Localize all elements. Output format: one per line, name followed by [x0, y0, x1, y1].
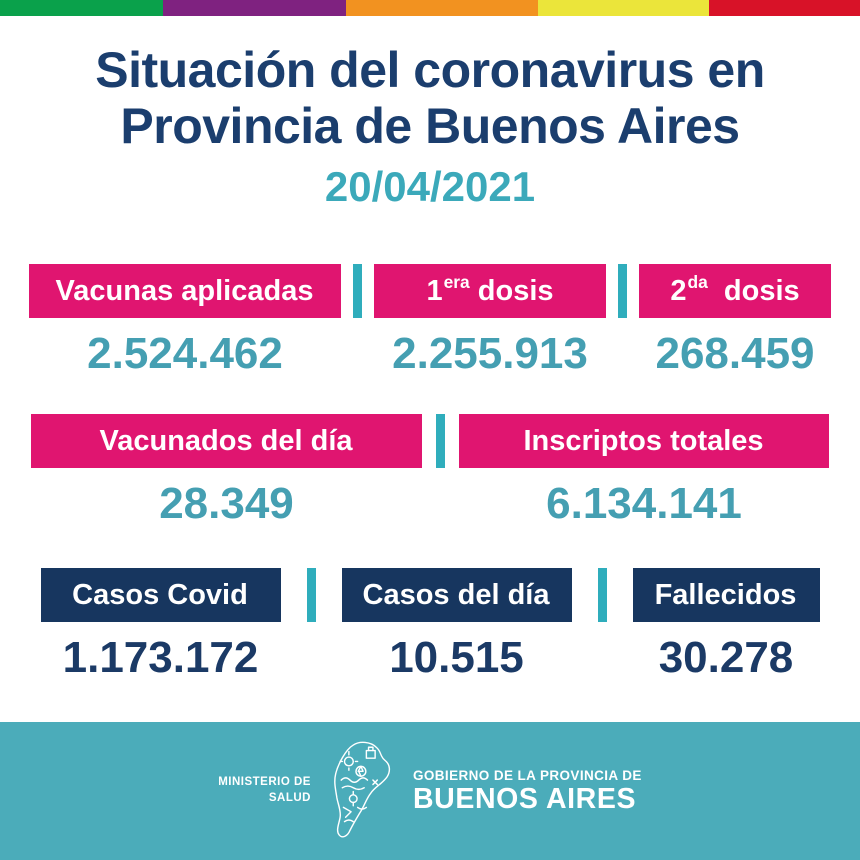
stat-badge-primera-dosis: 1 era dosis — [374, 264, 606, 318]
badge-label: Vacunas aplicadas — [55, 274, 314, 307]
report-date: 20/04/2021 — [324, 163, 536, 210]
stat-value-inscriptos-totales: 6.134.141 — [546, 479, 742, 528]
stat-badge-vacunados-del-dia: Vacunados del día — [31, 414, 422, 468]
stat-row-vaccinated-enrolled: Vacunados del día 28.349 Inscriptos tota… — [0, 414, 860, 526]
separator-bar — [436, 414, 445, 468]
stat-vacunas-aplicadas: Vacunas aplicadas 2.524.462 — [29, 264, 341, 376]
stat-badge-inscriptos-totales: Inscriptos totales — [459, 414, 829, 468]
stat-inscriptos-totales: Inscriptos totales 6.134.141 — [459, 414, 829, 526]
stat-badge-casos-covid: Casos Covid — [40, 568, 281, 622]
stat-value-primera-dosis: 2.255.913 — [392, 329, 588, 378]
stat-badge-casos-del-dia: Casos del día — [341, 568, 572, 622]
separator-bar — [306, 568, 316, 622]
separator-bar — [353, 264, 362, 318]
footer-banner: MINISTERIO DE SALUD GOBIERNO DE LA PROVI… — [0, 722, 860, 860]
stat-primera-dosis: 1 era dosis 2.255.913 — [374, 264, 606, 376]
ministry-line1: MINISTERIO DE — [218, 776, 311, 789]
badge-label-sup: da — [687, 271, 708, 292]
ministry-label: MINISTERIO DE SALUD — [218, 775, 311, 806]
stat-casos-covid: Casos Covid 1.173.172 — [40, 568, 281, 682]
badge-label: 1 — [426, 274, 443, 307]
badge-label-rest: dosis — [707, 274, 800, 307]
stat-badge-fallecidos: Fallecidos — [632, 568, 820, 622]
page-title: Situación del coronavirus en Provincia d… — [0, 42, 860, 154]
stat-badge-segunda-dosis: 2 da dosis — [639, 264, 831, 318]
ministry-line2: SALUD — [268, 792, 311, 804]
badge-label: Casos Covid — [72, 578, 248, 611]
buenos-aires-province-logo-icon — [327, 738, 397, 844]
stripe-segment-green — [0, 0, 164, 16]
badge-label: Fallecidos — [654, 578, 797, 611]
badge-label-sup: era — [443, 271, 470, 292]
stat-casos-del-dia: Casos del día 10.515 — [341, 568, 572, 682]
stat-segunda-dosis: 2 da dosis 268.459 — [639, 264, 831, 376]
stripe-segment-orange — [345, 0, 539, 16]
stat-value-fallecidos: 30.278 — [658, 633, 794, 682]
stat-value-vacunados-del-dia: 28.349 — [159, 479, 294, 528]
stat-row-cases: Casos Covid 1.173.172 Casos del día 10.5… — [0, 568, 860, 680]
decorative-color-stripe — [0, 0, 860, 16]
badge-label: Vacunados del día — [99, 424, 353, 457]
stat-value-vacunas-aplicadas: 2.524.462 — [87, 329, 283, 378]
separator-bar — [618, 264, 627, 318]
separator-bar — [597, 568, 607, 622]
government-line2: BUENOS AIRES — [412, 783, 637, 815]
stat-value-casos-covid: 1.173.172 — [62, 633, 259, 682]
stripe-segment-purple — [163, 0, 346, 16]
stat-value-casos-del-dia: 10.515 — [389, 633, 524, 682]
stat-row-vaccines: Vacunas aplicadas 2.524.462 1 era dosis 2… — [0, 264, 860, 376]
page-title-line1: Situación del coronavirus en — [95, 42, 765, 98]
page-title-line2: Provincia de Buenos Aires — [120, 98, 740, 154]
stat-badge-vacunas-aplicadas: Vacunas aplicadas — [29, 264, 341, 318]
badge-label-rest: dosis — [469, 274, 554, 307]
government-line1: GOBIERNO DE LA PROVINCIA DE — [412, 767, 642, 783]
stat-vacunados-del-dia: Vacunados del día 28.349 — [31, 414, 422, 526]
government-label: GOBIERNO DE LA PROVINCIA DE BUENOS AIRES — [412, 767, 642, 815]
stat-fallecidos: Fallecidos 30.278 — [632, 568, 820, 682]
stripe-segment-yellow — [538, 0, 709, 16]
stat-value-segunda-dosis: 268.459 — [655, 329, 815, 378]
badge-label: 2 — [670, 274, 687, 307]
stripe-segment-red — [708, 0, 860, 16]
badge-label: Casos del día — [362, 578, 550, 611]
badge-label: Inscriptos totales — [523, 424, 764, 457]
